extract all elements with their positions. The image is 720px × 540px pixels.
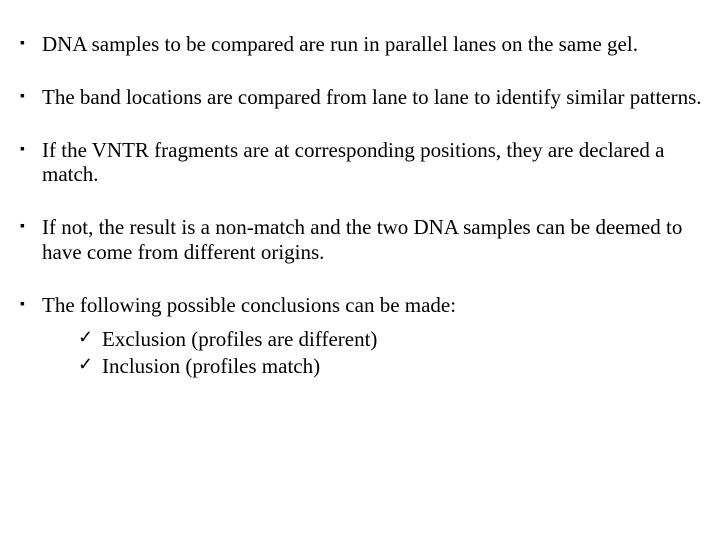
list-item: Inclusion (profiles match) — [78, 354, 708, 379]
main-bullet-list: DNA samples to be compared are run in pa… — [12, 32, 708, 379]
list-item: If not, the result is a non-match and th… — [12, 215, 708, 265]
bullet-text: The following possible conclusions can b… — [42, 293, 456, 317]
list-item: The band locations are compared from lan… — [12, 85, 708, 110]
bullet-text: DNA samples to be compared are run in pa… — [42, 32, 638, 56]
sub-bullet-list: Exclusion (profiles are different) Inclu… — [78, 327, 708, 379]
sub-bullet-text: Inclusion (profiles match) — [102, 354, 320, 378]
list-item: If the VNTR fragments are at correspondi… — [12, 138, 708, 188]
sub-bullet-text: Exclusion (profiles are different) — [102, 327, 377, 351]
list-item: The following possible conclusions can b… — [12, 293, 708, 379]
list-item: Exclusion (profiles are different) — [78, 327, 708, 352]
bullet-text: The band locations are compared from lan… — [42, 85, 702, 109]
bullet-text: If the VNTR fragments are at correspondi… — [42, 138, 664, 187]
bullet-text: If not, the result is a non-match and th… — [42, 215, 682, 264]
list-item: DNA samples to be compared are run in pa… — [12, 32, 708, 57]
slide-content: DNA samples to be compared are run in pa… — [0, 0, 720, 379]
